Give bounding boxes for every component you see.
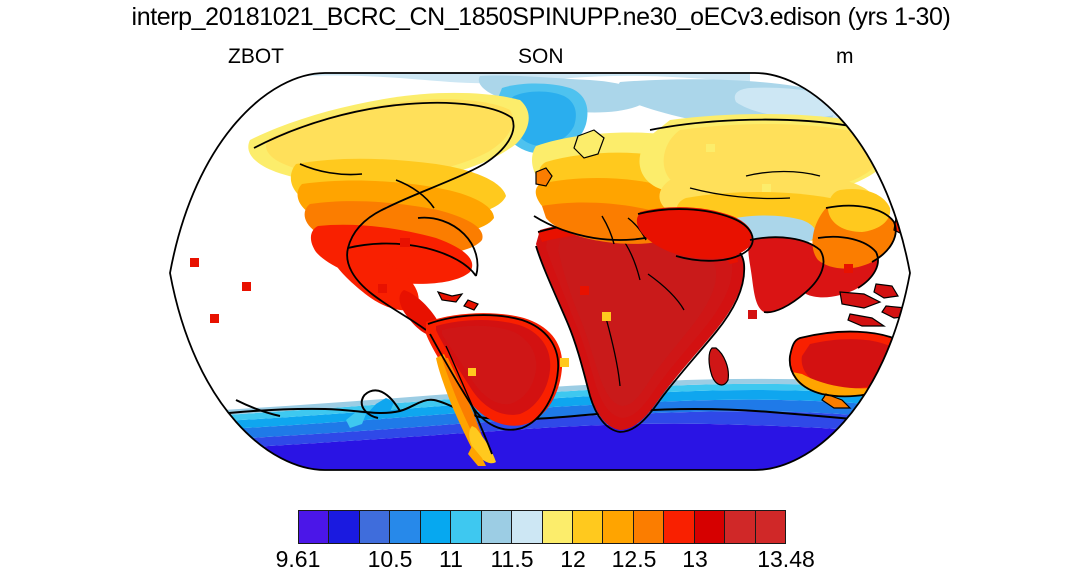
colorbar-tick-label: 12 <box>560 546 586 572</box>
colorbar-cell-7 <box>512 511 543 543</box>
page-title: interp_20181021_BCRC_CN_1850SPINUPP.ne30… <box>131 3 951 31</box>
season-label: SON <box>518 45 564 68</box>
colorbar-cell-12 <box>664 511 695 543</box>
colorbar-tick-label: 10.5 <box>367 546 413 572</box>
colorbar-tick-label: 9.61 <box>275 546 321 572</box>
colorbar-cell-3 <box>390 511 421 543</box>
subtitle-row: ZBOT SON m <box>0 44 1082 70</box>
colorbar-tick-label: 13.48 <box>757 546 815 572</box>
colorbar-cell-9 <box>572 511 604 543</box>
colorbar-cell-13 <box>694 511 726 543</box>
colorbar-tick-label: 11.5 <box>490 546 534 572</box>
colorbar-cell-2 <box>359 511 391 543</box>
map-svg <box>169 72 911 471</box>
colorbar-cell-14 <box>725 511 756 543</box>
region-north-america <box>248 92 529 336</box>
colorbar-cell-8 <box>542 511 573 543</box>
variable-label: ZBOT <box>228 45 284 68</box>
colorbar-tick-label: 13 <box>682 546 708 572</box>
colorbar-cell-10 <box>603 511 634 543</box>
colorbar-cell-11 <box>633 511 665 543</box>
region-asia <box>636 114 910 327</box>
colorbar-cell-4 <box>420 511 452 543</box>
colorbar-cell-1 <box>329 511 360 543</box>
map-frame-border <box>169 72 911 471</box>
colorbar-cell-5 <box>451 511 482 543</box>
colorbar-cell-0 <box>299 511 330 543</box>
units-label: m <box>836 45 854 68</box>
map-data-layer <box>170 73 910 470</box>
colorbar-tick-label: 11 <box>439 546 463 572</box>
world-map <box>150 68 935 478</box>
colorbar[interactable] <box>298 510 786 544</box>
region-south-america <box>426 313 563 466</box>
colorbar-tick-labels: 9.61 10.5 11 11.5 12 12.5 13 13.48 <box>150 545 935 573</box>
colorbar-cell-15 <box>755 511 785 543</box>
colorbar-tick-label: 12.5 <box>611 546 657 572</box>
colorbar-cell-6 <box>481 511 513 543</box>
